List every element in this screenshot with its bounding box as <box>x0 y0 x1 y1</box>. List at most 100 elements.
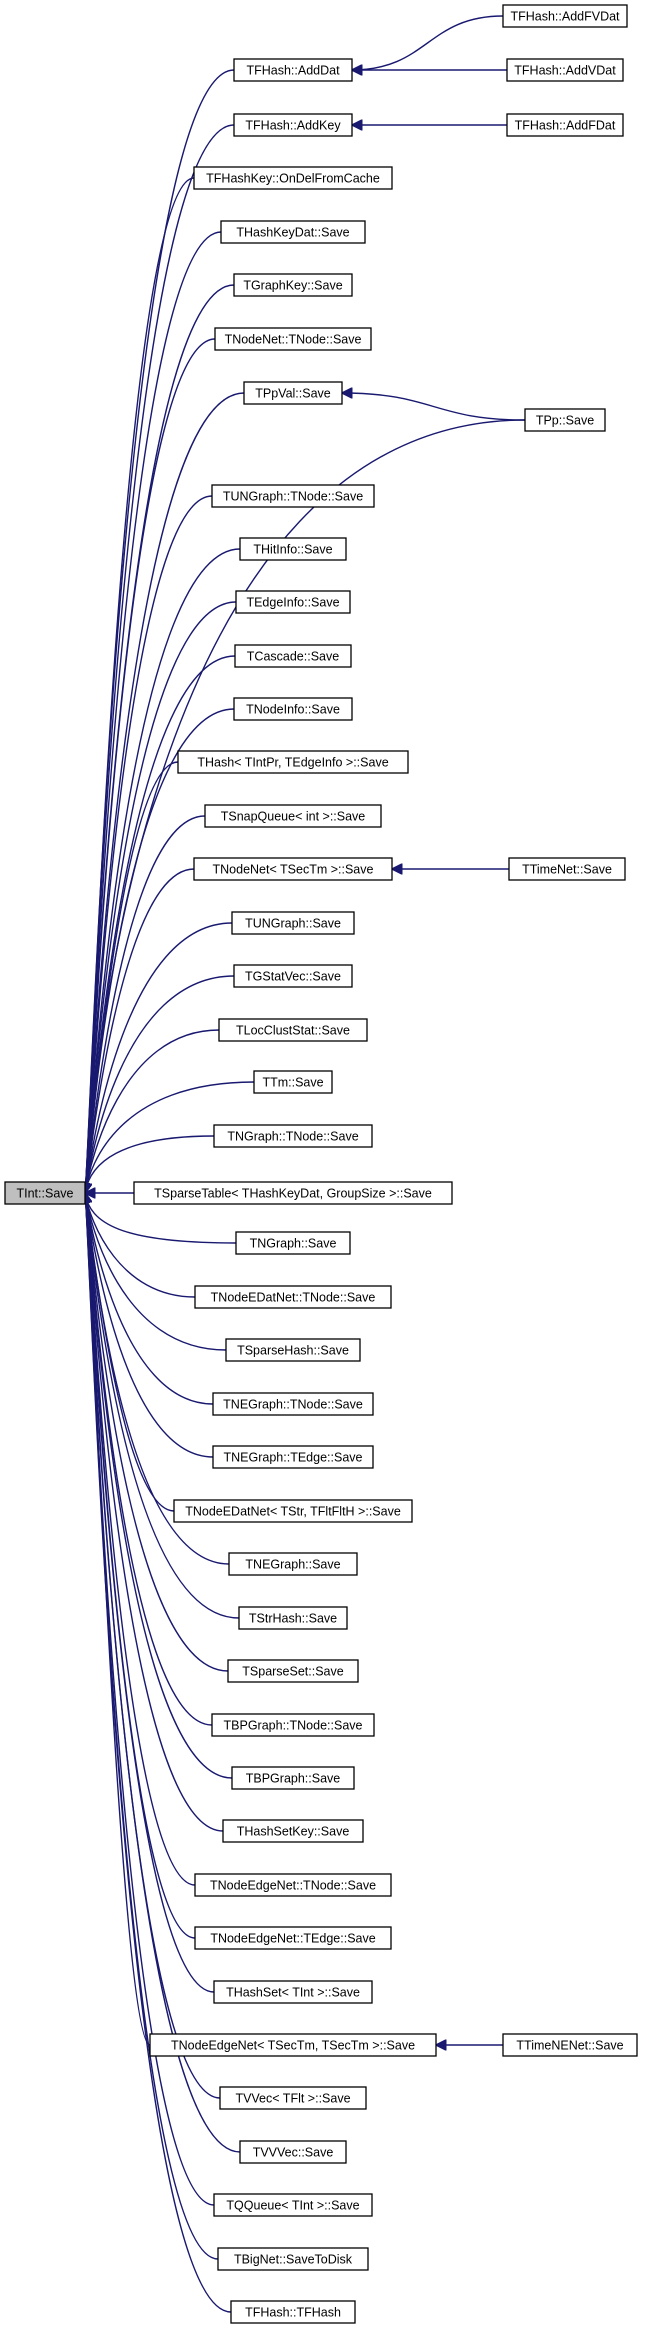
node-box <box>213 1124 373 1148</box>
node-label: TNodeInfo::Save <box>246 703 340 717</box>
node-tnegraph-tedge-save[interactable]: TNEGraph::TEdge::Save <box>212 1445 374 1469</box>
node-tngraph-tnode-save[interactable]: TNGraph::TNode::Save <box>213 1124 373 1148</box>
node-box <box>177 750 409 774</box>
node-box <box>194 1926 392 1950</box>
node-box <box>235 1231 351 1255</box>
node-box <box>212 1392 374 1416</box>
node-label: TTimeNet::Save <box>522 863 612 877</box>
node-box <box>194 1873 392 1897</box>
node-tnodeedgenet-tnode-save[interactable]: TNodeEdgeNet::TNode::Save <box>194 1873 392 1897</box>
node-thash-tintpr-tedgeinfo-save[interactable]: THash< TIntPr, TEdgeInfo >::Save <box>177 750 409 774</box>
node-tbpgraph-save[interactable]: TBPGraph::Save <box>231 1766 355 1790</box>
node-tnegraph-tnode-save[interactable]: TNEGraph::TNode::Save <box>212 1392 374 1416</box>
node-tnodeedatnet-tstr-tfltflth-save[interactable]: TNodeEDatNet< TStr, TFltFltH >::Save <box>173 1499 413 1523</box>
edge-layer <box>85 15 526 2313</box>
node-box <box>214 327 372 351</box>
node-tvvec-tflt-save[interactable]: TVVec< TFlt >::Save <box>219 2086 367 2110</box>
node-box <box>230 2300 356 2324</box>
node-label: TSparseTable< THashKeyDat, GroupSize >::… <box>154 1187 432 1201</box>
node-box <box>239 2140 347 2164</box>
node-label: TNodeEDatNet< TStr, TFltFltH >::Save <box>185 1505 401 1519</box>
node-tsparseset-save[interactable]: TSparseSet::Save <box>227 1659 359 1683</box>
node-tfhash-addkey[interactable]: TFHash::AddKey <box>233 113 353 137</box>
node-thashset-tint-save[interactable]: THashSet< TInt >::Save <box>213 1980 373 2004</box>
node-box <box>233 273 353 297</box>
node-thashkeydat-save[interactable]: THashKeyDat::Save <box>220 220 366 244</box>
node-label: TBigNet::SaveToDisk <box>234 2253 353 2267</box>
node-ttimenet-save[interactable]: TTimeNet::Save <box>508 857 626 881</box>
node-box <box>239 537 347 561</box>
node-tpp-save[interactable]: TPp::Save <box>524 408 606 432</box>
node-tsparsehash-save[interactable]: TSparseHash::Save <box>225 1338 361 1362</box>
node-tungraph-save[interactable]: TUNGraph::Save <box>231 911 355 935</box>
node-box <box>194 1285 392 1309</box>
edge-vvvec-to-root <box>85 1193 241 2153</box>
node-tbpgraph-tnode-save[interactable]: TBPGraph::TNode::Save <box>211 1713 375 1737</box>
node-label: TPpVal::Save <box>255 387 331 401</box>
node-tsnapqueue-int-save[interactable]: TSnapQueue< int >::Save <box>204 804 382 828</box>
node-ttm-save[interactable]: TTm::Save <box>253 1070 333 1094</box>
node-label: TPp::Save <box>536 414 594 428</box>
node-tgstatvec-save[interactable]: TGStatVec::Save <box>233 964 353 988</box>
node-label: TNodeEDatNet::TNode::Save <box>211 1291 376 1305</box>
node-box <box>253 1070 333 1094</box>
node-label: TFHash::AddFVDat <box>510 10 620 24</box>
node-tnegraph-save[interactable]: TNEGraph::Save <box>228 1552 358 1576</box>
node-label: TFHash::AddDat <box>246 64 340 78</box>
node-box <box>235 590 351 614</box>
node-box <box>211 484 375 508</box>
node-label: TGStatVec::Save <box>245 970 341 984</box>
node-box <box>212 1445 374 1469</box>
node-tfhash-addvdat[interactable]: TFHash::AddVDat <box>506 58 624 82</box>
node-tngraph-save[interactable]: TNGraph::Save <box>235 1231 351 1255</box>
node-thitinfo-save[interactable]: THitInfo::Save <box>239 537 347 561</box>
node-layer: TInt::Save TFHash::AddFVDatTFHash::AddDat… <box>4 4 638 2324</box>
node-label: TNGraph::TNode::Save <box>227 1130 358 1144</box>
node-label: THashSetKey::Save <box>237 1825 350 1839</box>
node-tloccluststat-save[interactable]: TLocClustStat::Save <box>218 1018 368 1042</box>
edge-cascade-to-root <box>85 655 236 1193</box>
node-label: TGraphKey::Save <box>243 279 342 293</box>
node-tnodenet-tnode-save[interactable]: TNodeNet::TNode::Save <box>214 327 372 351</box>
node-tfhash-adddat[interactable]: TFHash::AddDat <box>233 58 353 82</box>
node-box <box>238 1606 348 1630</box>
node-tbignet-savetodisk[interactable]: TBigNet::SaveToDisk <box>217 2247 369 2271</box>
node-label: TFHash::AddFDat <box>515 119 616 133</box>
node-tnodenet-tsectm-save[interactable]: TNodeNet< TSecTm >::Save <box>193 857 393 881</box>
node-thashsetkey-save[interactable]: THashSetKey::Save <box>222 1819 364 1843</box>
edge-sparsehash-to-root <box>85 1193 227 1351</box>
node-tgraphkey-save[interactable]: TGraphKey::Save <box>233 273 353 297</box>
node-label: TFHash::AddVDat <box>514 64 616 78</box>
node-tcascade-save[interactable]: TCascade::Save <box>234 644 352 668</box>
node-label: TNodeEdgeNet::TNode::Save <box>210 1879 376 1893</box>
node-tfhash-addfdat[interactable]: TFHash::AddFDat <box>506 113 624 137</box>
node-box <box>233 697 353 721</box>
node-tfhash-tfhash[interactable]: TFHash::TFHash <box>230 2300 356 2324</box>
node-tfhashkey-ondelfromcache[interactable]: TFHashKey::OnDelFromCache <box>193 166 393 190</box>
node-tppval-save[interactable]: TPpVal::Save <box>243 381 343 405</box>
node-label: TNodeNet< TSecTm >::Save <box>213 863 374 877</box>
node-box <box>227 1659 359 1683</box>
node-tfhash-addfvdat[interactable]: TFHash::AddFVDat <box>502 4 628 28</box>
node-tnodeedgenet-tsectm-tsectm-save[interactable]: TNodeEdgeNet< TSecTm, TSecTm >::Save <box>149 2033 437 2057</box>
root-node-tint-save[interactable]: TInt::Save <box>4 1181 86 1205</box>
node-label: THitInfo::Save <box>253 543 332 557</box>
node-tsparsetable-thashkeydat-groupsize-save[interactable]: TSparseTable< THashKeyDat, GroupSize >::… <box>133 1181 453 1205</box>
node-tstrhash-save[interactable]: TStrHash::Save <box>238 1606 348 1630</box>
node-label: THashSet< TInt >::Save <box>226 1986 360 2000</box>
node-tvvvec-save[interactable]: TVVVec::Save <box>239 2140 347 2164</box>
node-tnodeinfo-save[interactable]: TNodeInfo::Save <box>233 697 353 721</box>
node-tnodeedatnet-tnode-save[interactable]: TNodeEDatNet::TNode::Save <box>194 1285 392 1309</box>
node-box <box>173 1499 413 1523</box>
node-box <box>502 2033 638 2057</box>
node-tqqueue-tint-save[interactable]: TQQueue< TInt >::Save <box>213 2193 373 2217</box>
node-label: TUNGraph::Save <box>245 917 341 931</box>
node-box <box>524 408 606 432</box>
node-label: TVVec< TFlt >::Save <box>235 2092 350 2106</box>
node-box <box>231 911 355 935</box>
node-tnodeedgenet-tedge-save[interactable]: TNodeEdgeNet::TEdge::Save <box>194 1926 392 1950</box>
node-ttimenenet-save[interactable]: TTimeNENet::Save <box>502 2033 638 2057</box>
node-tedgeinfo-save[interactable]: TEdgeInfo::Save <box>235 590 351 614</box>
node-tungraph-tnode-save[interactable]: TUNGraph::TNode::Save <box>211 484 375 508</box>
